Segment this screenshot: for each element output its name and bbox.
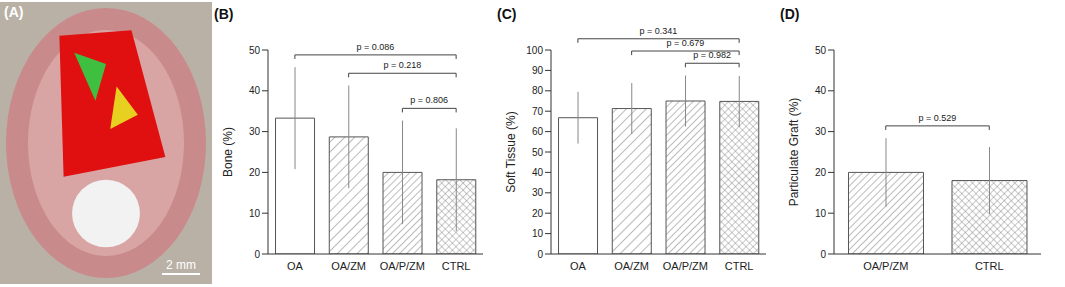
svg-text:30: 30 xyxy=(532,187,544,198)
svg-text:40: 40 xyxy=(249,85,261,96)
svg-text:50: 50 xyxy=(532,147,544,158)
svg-text:OA/P/ZM: OA/P/ZM xyxy=(863,260,908,272)
svg-text:20: 20 xyxy=(532,208,544,219)
svg-text:60: 60 xyxy=(532,126,544,137)
svg-text:p = 0.529: p = 0.529 xyxy=(919,113,957,123)
html-text:(C): (C) xyxy=(497,6,517,22)
svg-text:0: 0 xyxy=(254,249,260,260)
svg-text:p = 0.086: p = 0.086 xyxy=(357,42,395,52)
svg-text:OA: OA xyxy=(287,260,304,272)
svg-text:30: 30 xyxy=(815,126,827,137)
svg-text:0: 0 xyxy=(820,249,826,260)
svg-text:90: 90 xyxy=(532,65,544,76)
svg-text:CTRL: CTRL xyxy=(725,260,754,272)
svg-text:p = 0.806: p = 0.806 xyxy=(410,95,448,105)
svg-text:Particulate Graft (%): Particulate Graft (%) xyxy=(787,98,801,207)
svg-text:p = 0.679: p = 0.679 xyxy=(666,38,704,48)
html-text:(D): (D) xyxy=(780,6,800,22)
svg-text:OA/ZM: OA/ZM xyxy=(614,260,649,272)
svg-text:Bone (%): Bone (%) xyxy=(221,127,235,177)
svg-text:10: 10 xyxy=(532,228,544,239)
svg-text:100: 100 xyxy=(526,45,543,56)
svg-text:p = 0.341: p = 0.341 xyxy=(640,26,678,36)
html-text:(A): (A) xyxy=(4,4,24,20)
svg-text:0: 0 xyxy=(537,249,543,260)
svg-text:40: 40 xyxy=(532,167,544,178)
svg-text:70: 70 xyxy=(532,106,544,117)
svg-text:2 mm: 2 mm xyxy=(166,258,196,272)
svg-text:10: 10 xyxy=(815,208,827,219)
svg-text:30: 30 xyxy=(249,126,261,137)
html-text:(B): (B) xyxy=(214,6,234,22)
svg-text:40: 40 xyxy=(815,85,827,96)
svg-text:OA/P/ZM: OA/P/ZM xyxy=(380,260,425,272)
svg-text:Soft Tissue (%): Soft Tissue (%) xyxy=(504,111,518,192)
svg-text:20: 20 xyxy=(249,167,261,178)
svg-text:OA/ZM: OA/ZM xyxy=(331,260,366,272)
svg-text:10: 10 xyxy=(249,208,261,219)
svg-text:OA: OA xyxy=(570,260,587,272)
svg-text:50: 50 xyxy=(249,45,261,56)
svg-text:CTRL: CTRL xyxy=(975,260,1004,272)
svg-text:p = 0.218: p = 0.218 xyxy=(383,60,421,70)
svg-text:20: 20 xyxy=(815,167,827,178)
svg-text:50: 50 xyxy=(815,45,827,56)
svg-text:OA/P/ZM: OA/P/ZM xyxy=(663,260,708,272)
svg-text:CTRL: CTRL xyxy=(442,260,471,272)
svg-text:80: 80 xyxy=(532,85,544,96)
svg-text:p = 0.982: p = 0.982 xyxy=(693,50,731,60)
